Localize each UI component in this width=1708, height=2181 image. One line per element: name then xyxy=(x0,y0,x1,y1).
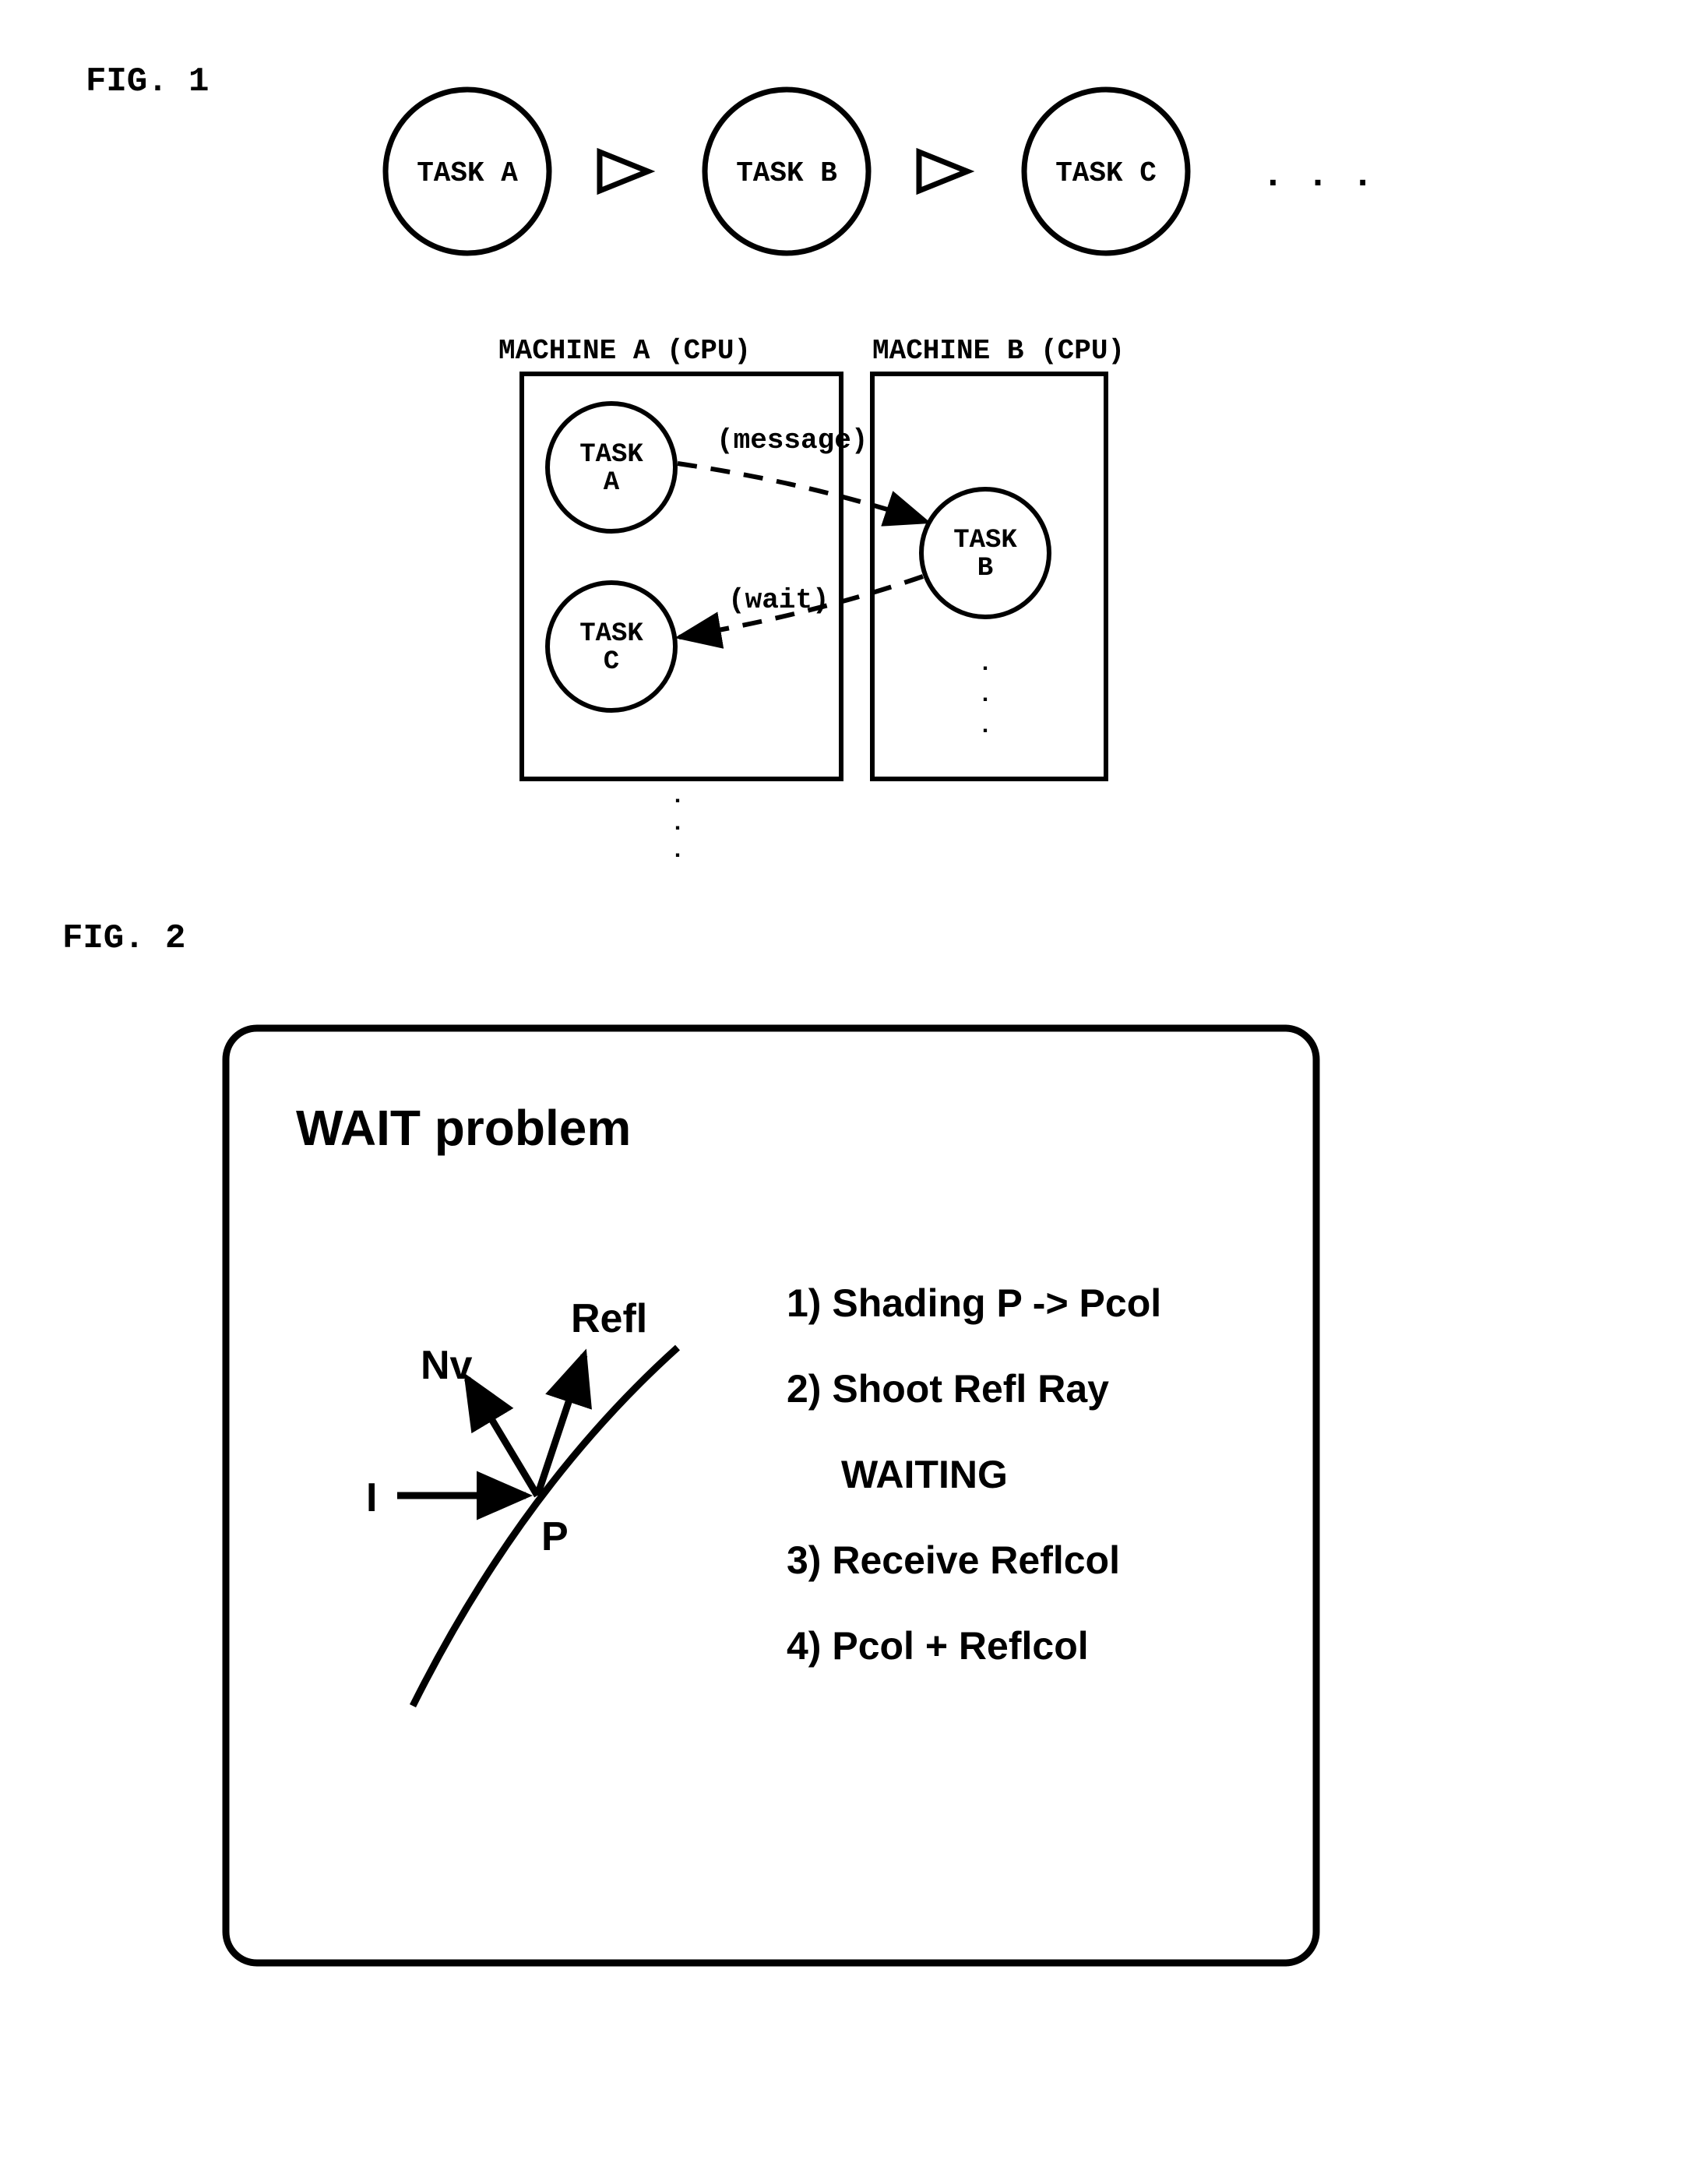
m-task-b-line2: B xyxy=(977,554,993,583)
triangle-2 xyxy=(919,152,967,191)
m-task-c-line2: C xyxy=(604,647,619,677)
m-task-b-line1: TASK xyxy=(953,526,1017,555)
step-1: 1) Shading P -> Pcol xyxy=(787,1281,1161,1325)
fig2-label: FIG. 2 xyxy=(62,919,185,958)
vdots-b3: . xyxy=(978,713,992,740)
fig1-machines: MACHINE A (CPU) MACHINE B (CPU) TASK A T… xyxy=(31,327,1667,888)
vdots-b1: . xyxy=(978,651,992,678)
vdots-a3: . xyxy=(671,838,685,865)
fig2-panel: WAIT problem Refl Nv I P 1) Shading P ->… xyxy=(31,1020,1667,2033)
vdots-a2: . xyxy=(671,811,685,837)
triangle-1 xyxy=(600,152,648,191)
i-label: I xyxy=(366,1475,377,1520)
machine-b-label: MACHINE B (CPU) xyxy=(872,335,1125,367)
machine-a-label: MACHINE A (CPU) xyxy=(498,335,751,367)
fig1-top-row: TASK A TASK B TASK C . . . xyxy=(31,47,1667,296)
task-c-text: TASK C xyxy=(1055,157,1157,189)
m-task-a-line1: TASK xyxy=(579,440,643,470)
step-2: 2) Shoot Refl Ray xyxy=(787,1367,1109,1411)
nv-arrow xyxy=(467,1379,537,1496)
p-label: P xyxy=(541,1514,569,1559)
top-row-ellipsis: . . . xyxy=(1262,155,1374,197)
message-label: (message) xyxy=(717,425,868,456)
step-3: 3) Receive Reflcol xyxy=(787,1538,1120,1582)
steps-list: 1) Shading P -> Pcol 2) Shoot Refl Ray W… xyxy=(787,1281,1161,1668)
panel-title: WAIT problem xyxy=(296,1100,631,1156)
vdots-a1: . xyxy=(671,784,685,810)
nv-label: Nv xyxy=(421,1343,473,1388)
geometry-diagram: Refl Nv I P xyxy=(366,1296,678,1706)
vdots-b2: . xyxy=(978,682,992,709)
task-a-text: TASK A xyxy=(417,157,518,189)
step-waiting: WAITING xyxy=(841,1453,1008,1496)
task-b-text: TASK B xyxy=(736,157,837,189)
panel-border xyxy=(226,1028,1316,1963)
step-4: 4) Pcol + Reflcol xyxy=(787,1624,1089,1668)
message-arrow xyxy=(678,463,927,522)
m-task-a-line2: A xyxy=(604,468,620,498)
m-task-c-line1: TASK xyxy=(579,619,643,649)
refl-label: Refl xyxy=(571,1296,647,1341)
wait-label: (wait) xyxy=(728,584,829,616)
